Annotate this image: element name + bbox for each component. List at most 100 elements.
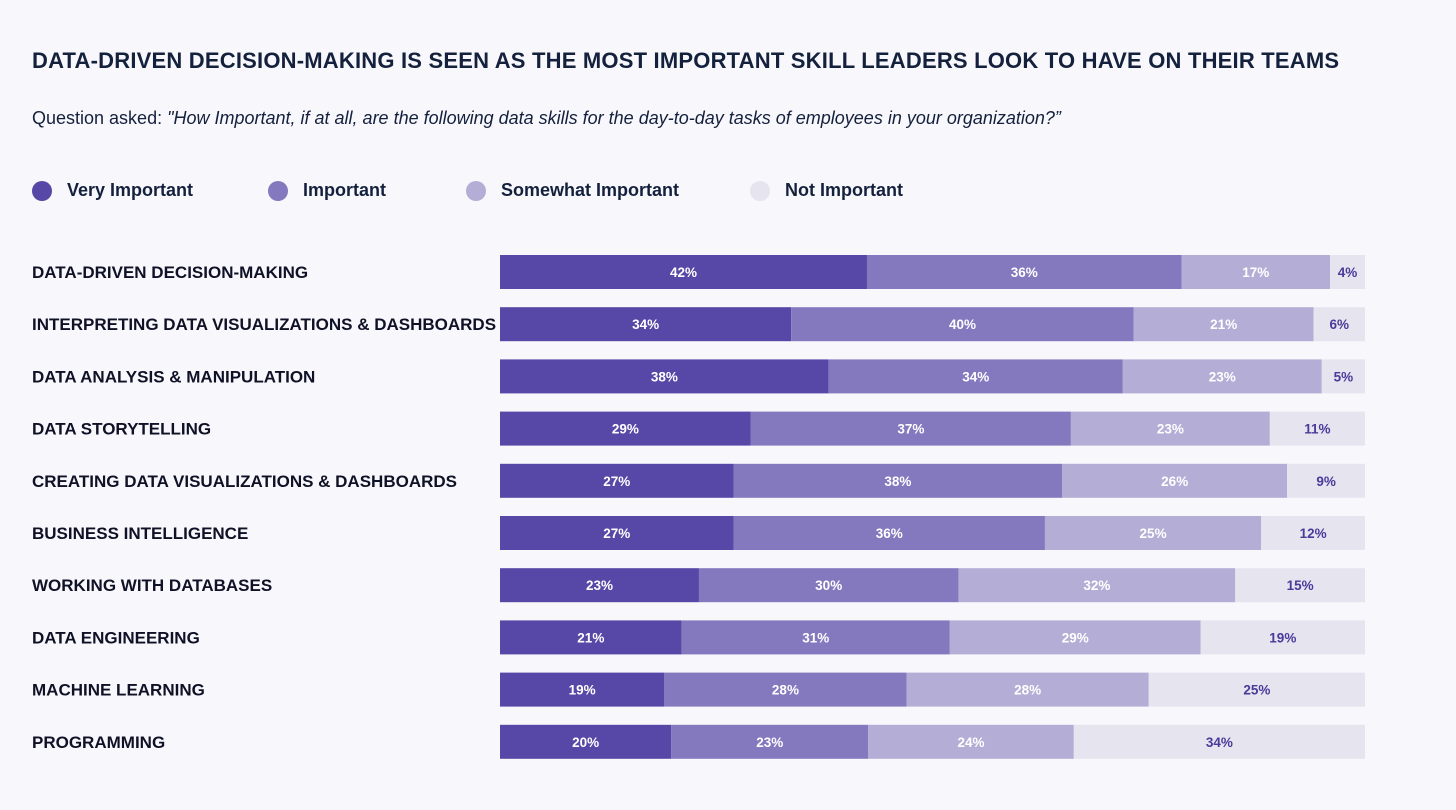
bar-data-analysis-and-manipulation-somewhat-important bbox=[1122, 359, 1322, 394]
bar-interpreting-data-visualizations-and-dashboards-not-important bbox=[1313, 307, 1365, 342]
data-label-interpreting-data-visualizations-and-dashboards-important: 40% bbox=[949, 317, 976, 332]
data-label-creating-data-visualizations-and-dashboards-somewhat-important: 26% bbox=[1161, 474, 1188, 489]
bar-working-with-databases-not-important bbox=[1235, 568, 1365, 603]
bar-programming-somewhat-important bbox=[868, 724, 1074, 759]
data-label-data-analysis-and-manipulation-somewhat-important: 23% bbox=[1209, 369, 1236, 384]
data-label-interpreting-data-visualizations-and-dashboards-somewhat-important: 21% bbox=[1210, 317, 1237, 332]
bar-working-with-databases-somewhat-important bbox=[958, 568, 1236, 603]
data-label-creating-data-visualizations-and-dashboards-not-important: 9% bbox=[1316, 474, 1336, 489]
legend-label-not-important: Not Important bbox=[785, 180, 903, 200]
bar-data-driven-decision-making-somewhat-important bbox=[1181, 255, 1331, 289]
data-label-machine-learning-somewhat-important: 28% bbox=[1014, 683, 1041, 698]
data-label-machine-learning-not-important: 25% bbox=[1243, 683, 1270, 698]
legend-swatch-very-important bbox=[32, 181, 52, 201]
bar-machine-learning-somewhat-important bbox=[906, 672, 1149, 707]
bar-data-analysis-and-manipulation-not-important bbox=[1321, 359, 1365, 394]
bar-data-engineering-important bbox=[681, 620, 950, 655]
data-label-data-driven-decision-making-somewhat-important: 17% bbox=[1242, 265, 1269, 280]
data-label-creating-data-visualizations-and-dashboards-very-important: 27% bbox=[603, 474, 630, 489]
data-label-data-storytelling-not-important: 11% bbox=[1304, 422, 1330, 437]
row-label-business-intelligence: BUSINESS INTELLIGENCE bbox=[32, 524, 248, 543]
data-label-data-engineering-very-important: 21% bbox=[577, 630, 604, 645]
data-label-programming-important: 23% bbox=[756, 735, 783, 750]
bar-data-storytelling-very-important bbox=[500, 411, 751, 446]
data-label-programming-very-important: 20% bbox=[572, 735, 599, 750]
data-label-working-with-databases-not-important: 15% bbox=[1287, 578, 1314, 593]
bar-interpreting-data-visualizations-and-dashboards-important bbox=[791, 307, 1134, 342]
data-label-working-with-databases-somewhat-important: 32% bbox=[1083, 578, 1110, 593]
row-label-data-storytelling: DATA STORYTELLING bbox=[32, 420, 211, 439]
data-label-machine-learning-very-important: 19% bbox=[569, 683, 596, 698]
bar-data-analysis-and-manipulation-very-important bbox=[500, 359, 829, 394]
row-label-creating-data-visualizations-and-dashboards: CREATING DATA VISUALIZATIONS & DASHBOARD… bbox=[32, 472, 457, 491]
bar-data-engineering-somewhat-important bbox=[949, 620, 1201, 655]
bar-interpreting-data-visualizations-and-dashboards-somewhat-important bbox=[1133, 307, 1314, 342]
data-label-data-engineering-somewhat-important: 29% bbox=[1062, 630, 1089, 645]
legend-swatch-important bbox=[268, 181, 288, 201]
bar-business-intelligence-not-important bbox=[1261, 516, 1365, 550]
bar-interpreting-data-visualizations-and-dashboards-very-important bbox=[500, 307, 792, 342]
legend-label-somewhat-important: Somewhat Important bbox=[501, 180, 680, 200]
bar-working-with-databases-important bbox=[698, 568, 959, 603]
bar-business-intelligence-somewhat-important bbox=[1044, 516, 1262, 550]
data-label-data-analysis-and-manipulation-not-important: 5% bbox=[1334, 369, 1354, 384]
bar-creating-data-visualizations-and-dashboards-somewhat-important bbox=[1062, 463, 1288, 498]
bar-creating-data-visualizations-and-dashboards-not-important bbox=[1287, 463, 1365, 498]
data-label-data-driven-decision-making-very-important: 42% bbox=[670, 265, 697, 280]
bar-machine-learning-very-important bbox=[500, 672, 665, 707]
bar-creating-data-visualizations-and-dashboards-very-important bbox=[500, 463, 734, 498]
data-label-business-intelligence-very-important: 27% bbox=[603, 526, 630, 541]
legend-swatch-somewhat-important bbox=[466, 181, 486, 201]
row-label-working-with-databases: WORKING WITH DATABASES bbox=[32, 576, 272, 595]
row-label-data-driven-decision-making: DATA-DRIVEN DECISION-MAKING bbox=[32, 263, 308, 282]
legend-label-important: Important bbox=[303, 180, 386, 200]
data-label-data-analysis-and-manipulation-important: 34% bbox=[962, 369, 989, 384]
data-label-data-analysis-and-manipulation-very-important: 38% bbox=[651, 369, 678, 384]
bar-programming-not-important bbox=[1073, 724, 1365, 759]
bar-business-intelligence-important bbox=[733, 516, 1045, 550]
bar-data-storytelling-important bbox=[750, 411, 1071, 446]
bar-machine-learning-important bbox=[664, 672, 907, 707]
data-label-data-driven-decision-making-not-important: 4% bbox=[1338, 265, 1358, 280]
legend-label-very-important: Very Important bbox=[67, 180, 194, 200]
data-label-business-intelligence-somewhat-important: 25% bbox=[1140, 526, 1167, 541]
subtitle-prefix: Question asked: bbox=[32, 108, 168, 128]
bar-creating-data-visualizations-and-dashboards-important bbox=[733, 463, 1063, 498]
data-label-data-driven-decision-making-important: 36% bbox=[1011, 265, 1038, 280]
bar-data-engineering-not-important bbox=[1200, 620, 1365, 655]
bar-programming-important bbox=[671, 724, 869, 759]
bar-business-intelligence-very-important bbox=[500, 516, 734, 550]
data-label-data-engineering-not-important: 19% bbox=[1269, 630, 1296, 645]
data-label-data-storytelling-very-important: 29% bbox=[612, 422, 639, 437]
bar-machine-learning-not-important bbox=[1148, 672, 1365, 707]
bar-data-analysis-and-manipulation-important bbox=[828, 359, 1123, 394]
bar-data-engineering-very-important bbox=[500, 620, 682, 655]
row-label-programming: PROGRAMMING bbox=[32, 733, 165, 752]
bar-data-storytelling-somewhat-important bbox=[1070, 411, 1270, 446]
data-label-machine-learning-important: 28% bbox=[772, 683, 799, 698]
data-label-working-with-databases-important: 30% bbox=[815, 578, 842, 593]
legend-swatch-not-important bbox=[750, 181, 770, 201]
chart-subtitle: Question asked: "How Important, if at al… bbox=[32, 108, 1061, 129]
data-label-business-intelligence-important: 36% bbox=[876, 526, 903, 541]
bar-data-driven-decision-making-important bbox=[866, 255, 1182, 289]
data-label-programming-not-important: 34% bbox=[1206, 735, 1233, 750]
data-label-programming-somewhat-important: 24% bbox=[958, 735, 985, 750]
row-label-data-engineering: DATA ENGINEERING bbox=[32, 628, 200, 647]
data-label-data-storytelling-important: 37% bbox=[897, 422, 924, 437]
data-label-interpreting-data-visualizations-and-dashboards-very-important: 34% bbox=[632, 317, 659, 332]
row-label-data-analysis-and-manipulation: DATA ANALYSIS & MANIPULATION bbox=[32, 367, 315, 386]
bar-data-storytelling-not-important bbox=[1269, 411, 1365, 446]
data-label-working-with-databases-very-important: 23% bbox=[586, 578, 613, 593]
data-label-data-engineering-important: 31% bbox=[802, 630, 829, 645]
data-label-creating-data-visualizations-and-dashboards-important: 38% bbox=[884, 474, 911, 489]
chart-title: DATA-DRIVEN DECISION-MAKING IS SEEN AS T… bbox=[32, 48, 1340, 73]
data-label-interpreting-data-visualizations-and-dashboards-not-important: 6% bbox=[1330, 317, 1350, 332]
data-label-data-storytelling-somewhat-important: 23% bbox=[1157, 422, 1184, 437]
bar-data-driven-decision-making-not-important bbox=[1330, 255, 1365, 289]
bar-programming-very-important bbox=[500, 724, 672, 759]
data-label-business-intelligence-not-important: 12% bbox=[1300, 526, 1327, 541]
row-label-machine-learning: MACHINE LEARNING bbox=[32, 681, 205, 700]
subtitle-question: "How Important, if at all, are the follo… bbox=[167, 108, 1061, 128]
